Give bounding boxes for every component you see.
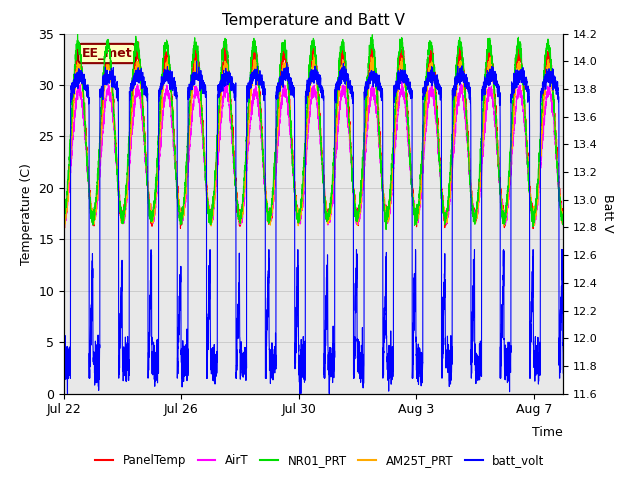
Text: EE_met: EE_met bbox=[81, 47, 132, 60]
Title: Temperature and Batt V: Temperature and Batt V bbox=[222, 13, 405, 28]
Text: Time: Time bbox=[532, 426, 563, 439]
Y-axis label: Batt V: Batt V bbox=[602, 194, 614, 233]
Y-axis label: Temperature (C): Temperature (C) bbox=[20, 163, 33, 264]
Legend: PanelTemp, AirT, NR01_PRT, AM25T_PRT, batt_volt: PanelTemp, AirT, NR01_PRT, AM25T_PRT, ba… bbox=[91, 449, 549, 472]
